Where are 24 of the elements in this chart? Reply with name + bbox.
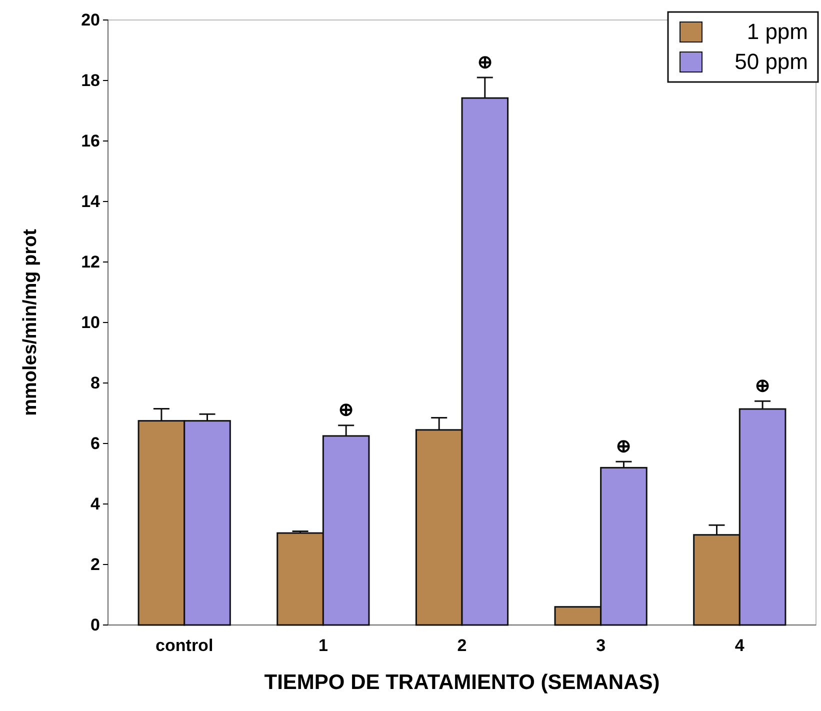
y-axis-title: mmoles/min/mg prot xyxy=(20,228,41,416)
y-tick-label: 14 xyxy=(81,192,101,211)
annotation: ⊕ xyxy=(477,52,492,72)
y-tick-label: 18 xyxy=(81,70,100,90)
y-tick-label: 20 xyxy=(81,10,100,30)
x-tick-label: 1 xyxy=(318,636,328,656)
y-tick-label: 10 xyxy=(81,312,100,332)
x-tick-label: 3 xyxy=(596,636,606,656)
y-tick-label: 12 xyxy=(81,252,100,272)
x-tick-label: 2 xyxy=(457,636,467,656)
legend-label: 1 ppm xyxy=(746,19,808,44)
y-tick-label: 8 xyxy=(90,373,100,392)
y-tick-label: 6 xyxy=(90,434,100,453)
legend-label: 50 ppm xyxy=(734,49,808,74)
x-axis-title: TIEMPO DE TRATAMIENTO (SEMANAS) xyxy=(264,671,660,694)
x-tick-label: 4 xyxy=(734,636,745,656)
y-tick-label: 0 xyxy=(90,615,100,634)
annotation: ⊕ xyxy=(338,400,354,420)
y-tick-label: 2 xyxy=(90,554,100,574)
x-tick-label: control xyxy=(156,636,214,656)
annotation: ⊕ xyxy=(616,436,632,456)
y-tick-label: 16 xyxy=(81,131,100,150)
y-tick-label: 4 xyxy=(90,494,101,514)
annotation: ⊕ xyxy=(755,375,770,396)
